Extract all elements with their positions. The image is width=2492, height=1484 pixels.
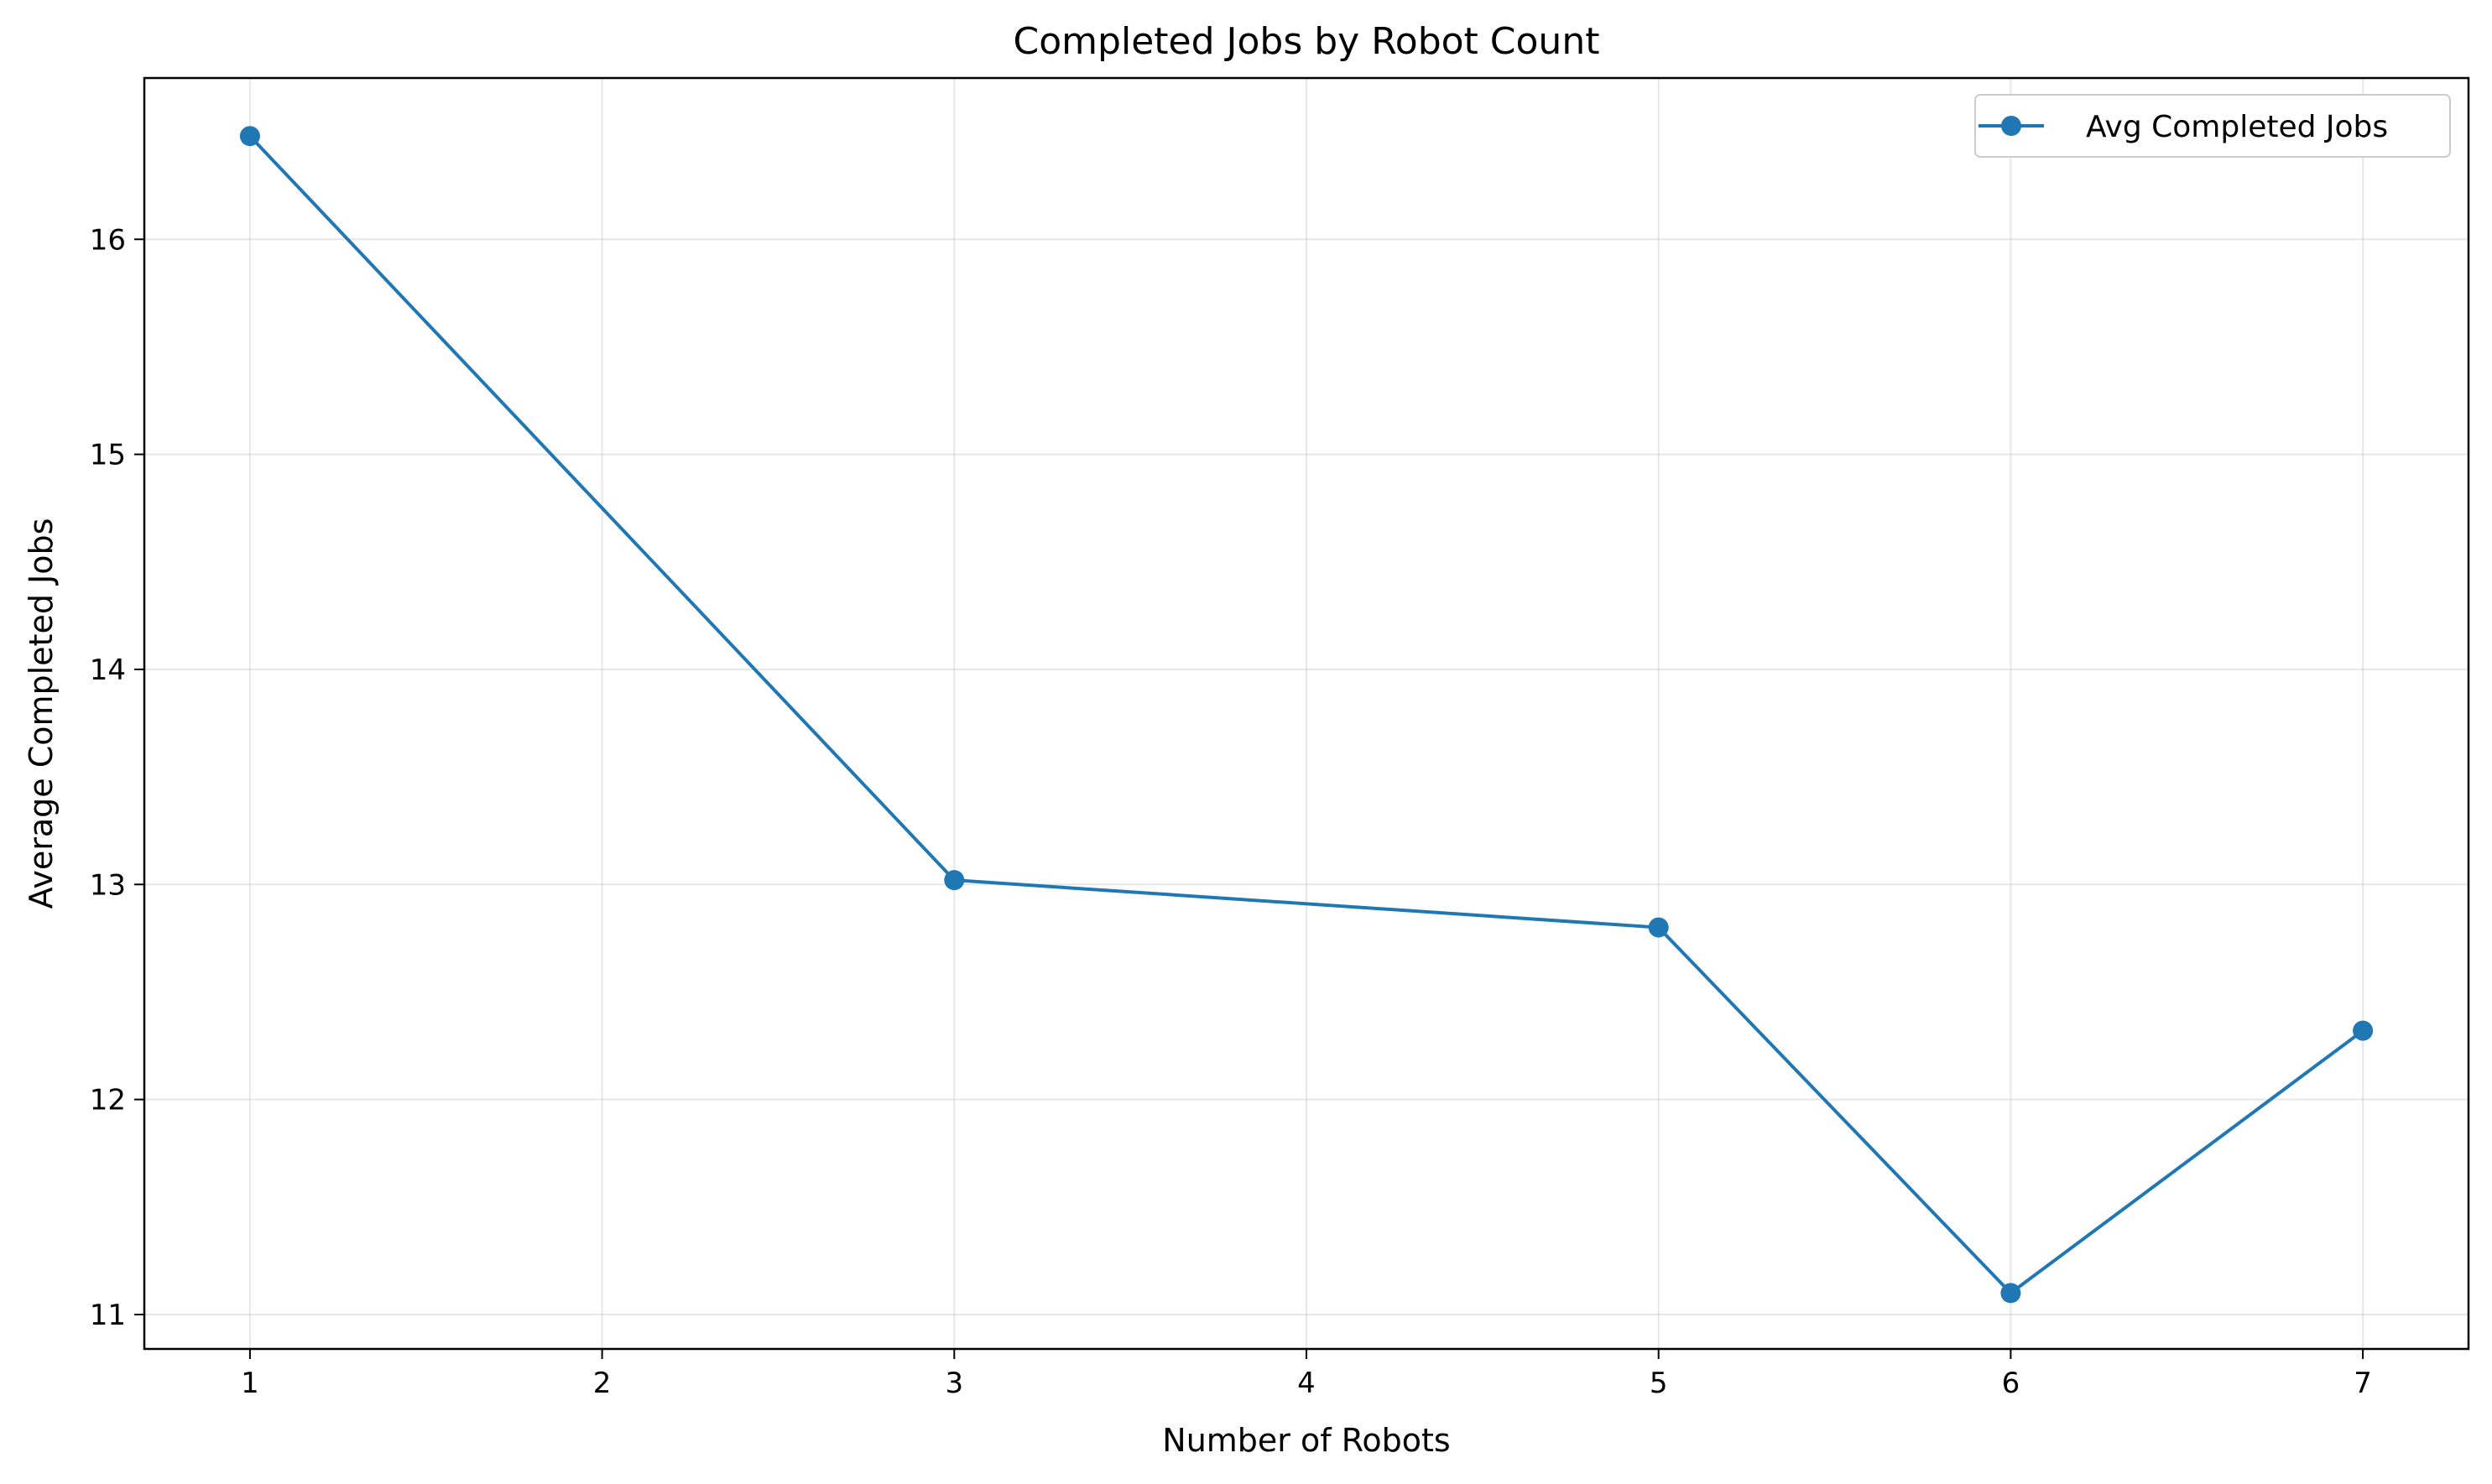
x-axis-label: Number of Robots	[1162, 1422, 1450, 1459]
grid	[144, 78, 2469, 1349]
data-point	[2000, 1283, 2021, 1304]
y-tick-label: 11	[90, 1299, 126, 1332]
y-tick-label: 12	[90, 1084, 126, 1117]
data-point	[239, 126, 260, 147]
data-point	[2353, 1020, 2374, 1041]
x-tick-label: 2	[593, 1367, 612, 1400]
x-tick-label: 6	[2002, 1367, 2020, 1400]
x-tick-label: 3	[945, 1367, 963, 1400]
legend: Avg Completed Jobs	[1974, 94, 2451, 158]
y-tick-label: 15	[90, 439, 126, 472]
data-point	[1648, 917, 1669, 938]
data-point	[944, 870, 965, 891]
y-tick-label: 14	[90, 653, 126, 687]
x-tick-label: 5	[1650, 1367, 1668, 1400]
y-axis-label: Average Completed Jobs	[23, 518, 60, 909]
x-tick-label: 7	[2354, 1367, 2372, 1400]
legend-marker	[2001, 116, 2021, 136]
legend-box	[1974, 94, 2451, 158]
x-tick-label: 1	[241, 1367, 259, 1400]
y-tick-label: 13	[90, 868, 126, 902]
legend-entry-label: Avg Completed Jobs	[2086, 110, 2388, 144]
x-tick-label: 4	[1297, 1367, 1316, 1400]
series-layer	[239, 126, 2374, 1304]
y-tick-label: 16	[90, 223, 126, 257]
chart-title: Completed Jobs by Robot Count	[1014, 20, 1600, 63]
